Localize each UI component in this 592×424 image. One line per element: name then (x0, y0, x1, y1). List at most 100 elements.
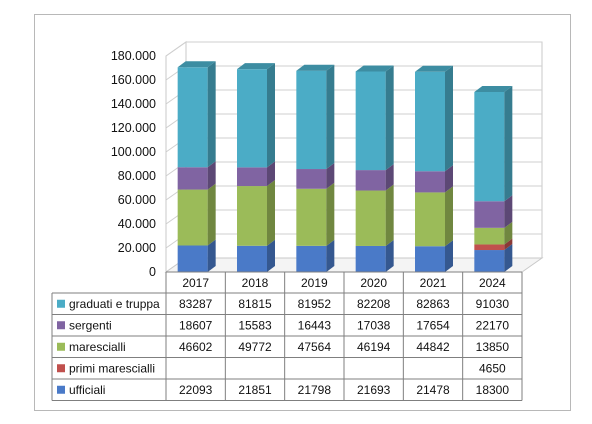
bar-stack (296, 64, 335, 272)
bar-segment (237, 186, 267, 246)
y-tick-label: 120.000 (111, 121, 156, 135)
data-cell: 4650 (479, 361, 506, 375)
data-cell: 46194 (357, 340, 391, 354)
legend-key (57, 364, 65, 373)
data-cell: 21693 (357, 383, 391, 397)
bar-stack (415, 65, 453, 272)
bar-segment-side (207, 161, 216, 190)
gridline (165, 41, 542, 57)
data-cell: 21478 (416, 383, 450, 397)
bar-top (474, 86, 513, 92)
data-cell: 46602 (179, 340, 213, 354)
y-tick-label: 100.000 (111, 145, 156, 159)
bar-top (415, 65, 453, 72)
bar-segment-side (207, 183, 216, 246)
series-label: ufficiali (69, 383, 105, 397)
bar-segment-side (326, 64, 335, 170)
data-cell: 82208 (357, 297, 391, 311)
data-cell: 91030 (476, 297, 510, 311)
data-cell: 21798 (298, 383, 332, 397)
data-cell: 18607 (179, 318, 213, 332)
bar-segment (415, 71, 445, 172)
bar-segment-side (445, 65, 453, 172)
bar-segment (296, 70, 327, 170)
data-cell: 82863 (416, 297, 450, 311)
bar-segment (474, 201, 505, 228)
legend-key (57, 385, 65, 394)
data-cell: 83287 (179, 297, 213, 311)
series-label: graduati e truppa (69, 297, 160, 311)
category-label: 2017 (182, 276, 209, 290)
bar-segment-side (504, 195, 513, 228)
series-label: marescialli (69, 340, 126, 354)
bar-segment-side (207, 239, 216, 272)
y-tick-label: 80.000 (118, 169, 156, 183)
y-tick-label: 20.000 (118, 241, 156, 255)
data-cell: 17038 (357, 318, 391, 332)
category-label: 2021 (420, 276, 447, 290)
bar-top (355, 65, 394, 72)
data-cell: 15583 (238, 318, 272, 332)
data-cell: 22170 (476, 318, 510, 332)
bar-segment (177, 245, 208, 272)
bar-segment (355, 170, 386, 191)
data-table: 2017 2018 2019 2020 2021 2024 graduati e trupp… (51, 271, 523, 401)
bar-segment-side (207, 61, 216, 168)
bar-segment-side (385, 184, 394, 246)
data-cell: 13850 (476, 340, 510, 354)
bar-segment (177, 189, 208, 246)
bar-segment (177, 167, 208, 190)
bar-segment-side (504, 221, 513, 245)
y-tick-label: 160.000 (111, 73, 156, 87)
bar-segment (237, 69, 267, 168)
bar-stack (474, 86, 513, 272)
bar-segment (355, 71, 386, 171)
bar-top (296, 64, 335, 71)
bar-segment (474, 250, 505, 272)
bar-segment-side (267, 63, 275, 168)
bar-segment-side (445, 186, 453, 247)
bar-segment (474, 227, 505, 245)
legend-key (57, 321, 65, 330)
chart-bars (177, 61, 513, 272)
bar-segment (296, 188, 327, 246)
bar-top (177, 61, 216, 68)
category-label: 2020 (360, 276, 387, 290)
data-cell: 81815 (238, 297, 272, 311)
data-cell: 44842 (416, 340, 450, 354)
y-tick-label: 0 (149, 265, 156, 279)
bar-segment-side (267, 161, 275, 187)
bar-segment (355, 190, 386, 246)
bar-top (237, 63, 275, 70)
bar-segment (177, 67, 208, 168)
data-cell: 17654 (416, 318, 450, 332)
series-label: sergenti (69, 318, 112, 332)
bar-segment (415, 246, 445, 272)
bar-segment-side (267, 239, 275, 272)
bar-segment-side (445, 240, 453, 272)
data-cell: 49772 (238, 340, 272, 354)
category-label: 2019 (301, 276, 328, 290)
series-label: primi marescialli (69, 361, 155, 375)
bar-segment-side (326, 182, 335, 246)
legend-key (57, 342, 65, 351)
bar-segment-side (326, 239, 335, 272)
bar-segment-side (504, 244, 513, 272)
category-label: 2024 (479, 276, 506, 290)
y-tick-label: 180.000 (111, 49, 156, 63)
bar-stack (355, 65, 394, 272)
bar-segment (355, 245, 386, 272)
data-cell: 18300 (476, 383, 510, 397)
bar-segment (296, 245, 327, 272)
bar-segment-side (385, 65, 394, 171)
bar-segment-side (504, 86, 513, 202)
y-tick-label: 60.000 (118, 193, 156, 207)
bar-segment (415, 171, 445, 193)
bar-stack (237, 63, 275, 272)
bar-segment-side (267, 180, 275, 246)
bar-segment (474, 92, 505, 202)
bar-segment (237, 167, 267, 187)
y-tick-label: 140.000 (111, 97, 156, 111)
bar-segment-side (385, 164, 394, 191)
